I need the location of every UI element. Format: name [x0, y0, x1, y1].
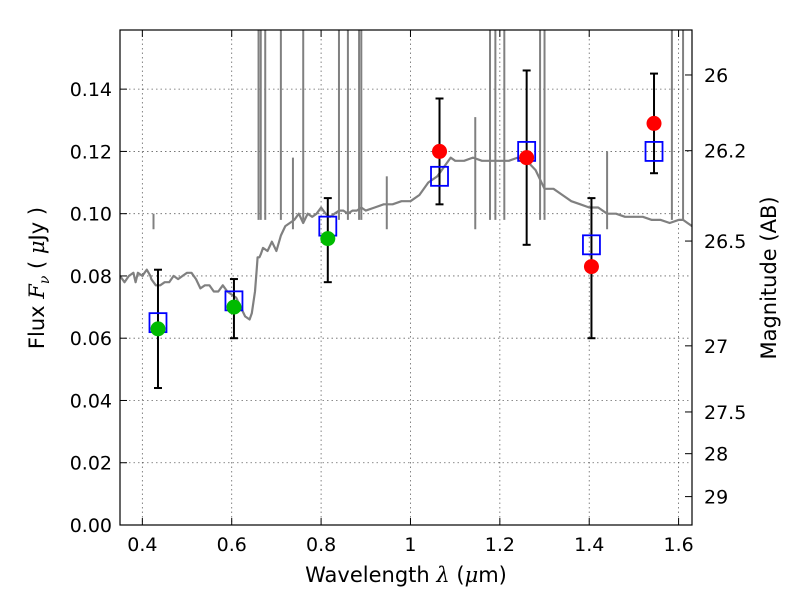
observed-point — [226, 299, 242, 315]
y-tick-label: 0.14 — [70, 79, 112, 101]
y2-tick-label: 28 — [704, 444, 728, 466]
x-tick-label: 0.6 — [217, 534, 247, 556]
model-spectrum-line — [120, 156, 692, 321]
y2-tick-label: 26.5 — [704, 231, 746, 253]
x-tick-label: 1 — [404, 534, 416, 556]
observed-point — [432, 143, 448, 159]
y-tick-label: 0.02 — [70, 453, 112, 475]
x-tick-label: 1.6 — [663, 534, 693, 556]
y2-tick-label: 26 — [704, 65, 728, 87]
y2-tick-label: 26.2 — [704, 141, 746, 163]
observed-point — [519, 150, 535, 166]
x-axis-label: Wavelength λ (μm) — [305, 563, 507, 587]
model-photometry-square — [644, 141, 664, 162]
plot-frame — [119, 29, 693, 526]
model-photometry-square — [430, 165, 449, 187]
y-axis-label: Flux Fν ( μJy ) — [25, 207, 53, 349]
y2-tick-label: 29 — [704, 487, 728, 509]
y2-tick-label: 27 — [704, 336, 728, 358]
tick-layer: 0.4 0.6 0.8 1 1.2 1.4 1.6 0.00 0.02 0.04 0.06 0.08 0… — [70, 30, 746, 556]
y-tick-label: 0.08 — [70, 266, 112, 288]
x-tick-label: 0.4 — [127, 534, 157, 556]
x-tick-label: 1.4 — [574, 534, 604, 556]
y2-tick-label: 27.5 — [704, 402, 746, 424]
x-tick-label: 0.8 — [306, 534, 336, 556]
y-tick-label: 0.00 — [70, 515, 112, 537]
model-photometry-square — [582, 234, 601, 256]
series-layer — [120, 30, 692, 390]
observed-point — [320, 231, 336, 247]
y-tick-label: 0.06 — [70, 328, 112, 350]
observed-point — [646, 115, 662, 131]
y-tick-label: 0.12 — [70, 141, 112, 163]
grid-layer — [120, 30, 692, 526]
y2-axis-label: Magnitude (AB) — [757, 196, 781, 359]
plot-background — [120, 30, 692, 525]
y-tick-label: 0.10 — [70, 204, 112, 226]
observed-point — [150, 321, 166, 337]
x-tick-label: 1.2 — [485, 534, 515, 556]
y-tick-label: 0.04 — [70, 390, 112, 412]
observed-point — [583, 259, 599, 275]
